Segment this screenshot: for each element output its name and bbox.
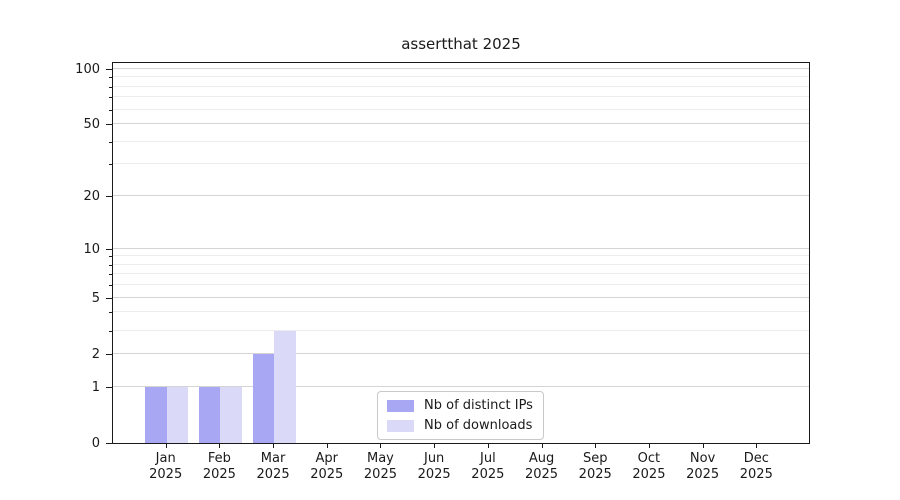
x-tick-label-jul: Jul 2025 bbox=[471, 451, 505, 482]
y-tick-20 bbox=[106, 196, 112, 198]
x-tick-may bbox=[380, 444, 382, 448]
legend-label-distinct-ips: Nb of distinct IPs bbox=[424, 398, 533, 413]
gridline-y-80 bbox=[113, 85, 809, 87]
x-tick-sep bbox=[595, 444, 597, 448]
gridline-y-100 bbox=[113, 67, 809, 69]
y-minor-tick-60 bbox=[109, 109, 112, 111]
x-tick-label-oct: Oct 2025 bbox=[632, 451, 666, 482]
gridline-y-5 bbox=[113, 296, 809, 298]
legend-swatch-downloads bbox=[387, 419, 414, 432]
legend-item-downloads: Nb of downloads bbox=[387, 417, 533, 434]
y-minor-tick-70 bbox=[109, 97, 112, 99]
chart-title: assertthat 2025 bbox=[401, 35, 521, 53]
gridline-y-90 bbox=[113, 76, 809, 78]
y-tick-label-50: 50 bbox=[83, 117, 100, 133]
legend: Nb of distinct IPs Nb of downloads bbox=[377, 391, 544, 440]
y-minor-tick-80 bbox=[109, 86, 112, 88]
gridline-y-4 bbox=[113, 311, 809, 313]
plot-area bbox=[112, 62, 810, 444]
x-tick-oct bbox=[648, 444, 650, 448]
x-tick-nov bbox=[702, 444, 704, 448]
x-tick-label-feb: Feb 2025 bbox=[202, 451, 236, 482]
bar-nb-of-distinct-ips-jan bbox=[145, 386, 167, 443]
y-minor-tick-7 bbox=[109, 274, 112, 276]
y-tick-100 bbox=[106, 68, 112, 70]
y-tick-label-100: 100 bbox=[75, 61, 100, 77]
gridline-y-9 bbox=[113, 255, 809, 257]
gridline-y-6 bbox=[113, 284, 809, 286]
y-minor-tick-8 bbox=[109, 264, 112, 266]
x-tick-label-sep: Sep 2025 bbox=[578, 451, 612, 482]
x-tick-jul bbox=[487, 444, 489, 448]
x-tick-feb bbox=[219, 444, 221, 448]
x-tick-jun bbox=[434, 444, 436, 448]
gridline-y-10 bbox=[113, 247, 809, 249]
x-tick-apr bbox=[326, 444, 328, 448]
x-tick-label-aug: Aug 2025 bbox=[524, 451, 559, 482]
y-tick-label-10: 10 bbox=[83, 241, 100, 257]
y-tick-5 bbox=[106, 297, 112, 299]
bar-nb-of-distinct-ips-feb bbox=[198, 386, 221, 443]
y-minor-tick-3 bbox=[109, 330, 112, 332]
y-minor-tick-6 bbox=[109, 285, 112, 287]
x-tick-label-nov: Nov 2025 bbox=[686, 451, 720, 482]
bar-nb-of-downloads-jan bbox=[166, 386, 189, 443]
gridline-y-30 bbox=[113, 163, 809, 165]
y-tick-0 bbox=[106, 443, 112, 444]
bar-nb-of-downloads-feb bbox=[220, 386, 242, 443]
gridline-y-40 bbox=[113, 140, 809, 142]
bar-nb-of-distinct-ips-mar bbox=[252, 353, 275, 443]
y-minor-tick-40 bbox=[109, 141, 112, 143]
y-minor-tick-9 bbox=[109, 256, 112, 258]
x-tick-dec bbox=[756, 444, 758, 448]
legend-swatch-distinct-ips bbox=[387, 399, 414, 412]
legend-item-distinct-ips: Nb of distinct IPs bbox=[387, 397, 533, 414]
x-tick-label-mar: Mar 2025 bbox=[256, 451, 290, 482]
y-tick-label-20: 20 bbox=[83, 189, 100, 205]
y-tick-label-5: 5 bbox=[91, 290, 100, 306]
legend-label-downloads: Nb of downloads bbox=[424, 418, 533, 433]
gridline-y-20 bbox=[113, 195, 809, 197]
x-tick-aug bbox=[541, 444, 543, 448]
y-tick-2 bbox=[106, 353, 112, 355]
x-tick-label-may: May 2025 bbox=[363, 451, 397, 482]
gridline-y-2 bbox=[113, 352, 809, 354]
x-tick-label-jan: Jan 2025 bbox=[149, 451, 183, 482]
y-tick-label-2: 2 bbox=[91, 346, 100, 362]
y-minor-tick-4 bbox=[109, 312, 112, 314]
y-minor-tick-90 bbox=[109, 77, 112, 79]
x-tick-label-dec: Dec 2025 bbox=[739, 451, 773, 482]
y-tick-label-0: 0 bbox=[91, 436, 100, 451]
y-tick-1 bbox=[106, 386, 112, 388]
x-tick-label-apr: Apr 2025 bbox=[310, 451, 344, 482]
gridline-y-50 bbox=[113, 123, 809, 125]
y-tick-label-1: 1 bbox=[91, 379, 100, 395]
gridline-y-7 bbox=[113, 273, 809, 275]
x-tick-label-jun: Jun 2025 bbox=[417, 451, 451, 482]
y-tick-50 bbox=[106, 124, 112, 126]
gridline-y-8 bbox=[113, 263, 809, 265]
bar-nb-of-downloads-mar bbox=[274, 330, 296, 443]
gridline-y-60 bbox=[113, 108, 809, 110]
gridline-y-70 bbox=[113, 96, 809, 98]
y-tick-10 bbox=[106, 248, 112, 250]
gridline-y-3 bbox=[113, 329, 809, 331]
gridline-y-1 bbox=[113, 385, 809, 387]
x-tick-mar bbox=[273, 444, 275, 448]
y-minor-tick-30 bbox=[109, 164, 112, 166]
x-tick-jan bbox=[165, 444, 167, 448]
